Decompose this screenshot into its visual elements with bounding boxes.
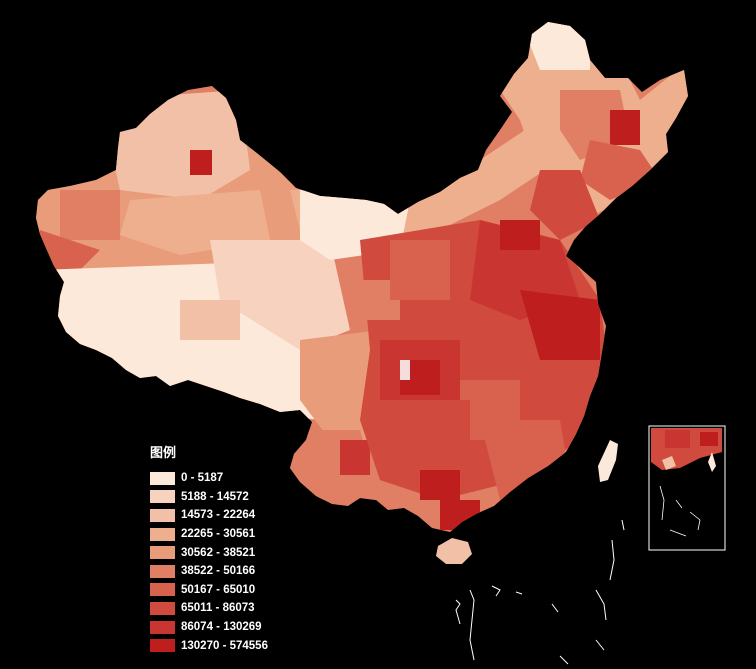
- legend-item: 50167 - 65010: [150, 581, 300, 600]
- legend-swatch: [150, 564, 175, 578]
- legend-item: 65011 - 86073: [150, 599, 300, 618]
- legend-swatch: [150, 583, 175, 597]
- legend-item: 5188 - 14572: [150, 488, 300, 507]
- legend-item: 0 - 5187: [150, 469, 300, 488]
- legend-item: 130270 - 574556: [150, 636, 300, 655]
- legend-swatch: [150, 639, 175, 653]
- legend-swatch: [150, 508, 175, 522]
- legend-title: 图例: [150, 446, 177, 461]
- legend-swatch: [150, 471, 175, 485]
- legend-item: 14573 - 22264: [150, 506, 300, 525]
- legend-label: 65011 - 86073: [181, 602, 255, 615]
- legend-swatch: [150, 546, 175, 560]
- legend-label: 130270 - 574556: [181, 639, 268, 652]
- legend-swatch: [150, 490, 175, 504]
- legend-label: 50167 - 65010: [181, 583, 256, 596]
- legend-label: 38522 - 50166: [181, 565, 256, 578]
- legend-item: 30562 - 38521: [150, 543, 300, 562]
- legend-swatch: [150, 620, 175, 634]
- legend-label: 5188 - 14572: [181, 490, 249, 503]
- hainan-island: [436, 538, 472, 564]
- legend-label: 30562 - 38521: [181, 546, 256, 559]
- legend-label: 14573 - 22264: [181, 509, 256, 522]
- south-china-sea-islands: [455, 519, 625, 665]
- taiwan-island: [598, 440, 618, 482]
- map-legend: 图例 0 - 5187 5188 - 14572 14573 - 22264 2226…: [150, 442, 300, 655]
- legend-label: 86074 - 130269: [181, 621, 262, 634]
- legend-label: 22265 - 30561: [181, 528, 256, 541]
- legend-item: 86074 - 130269: [150, 618, 300, 637]
- legend-swatch: [150, 527, 175, 541]
- legend-label: 0 - 5187: [181, 472, 224, 485]
- legend-item: 22265 - 30561: [150, 525, 300, 544]
- legend-swatch: [150, 601, 175, 615]
- south-china-sea-inset: [648, 425, 726, 551]
- legend-item: 38522 - 50166: [150, 562, 300, 581]
